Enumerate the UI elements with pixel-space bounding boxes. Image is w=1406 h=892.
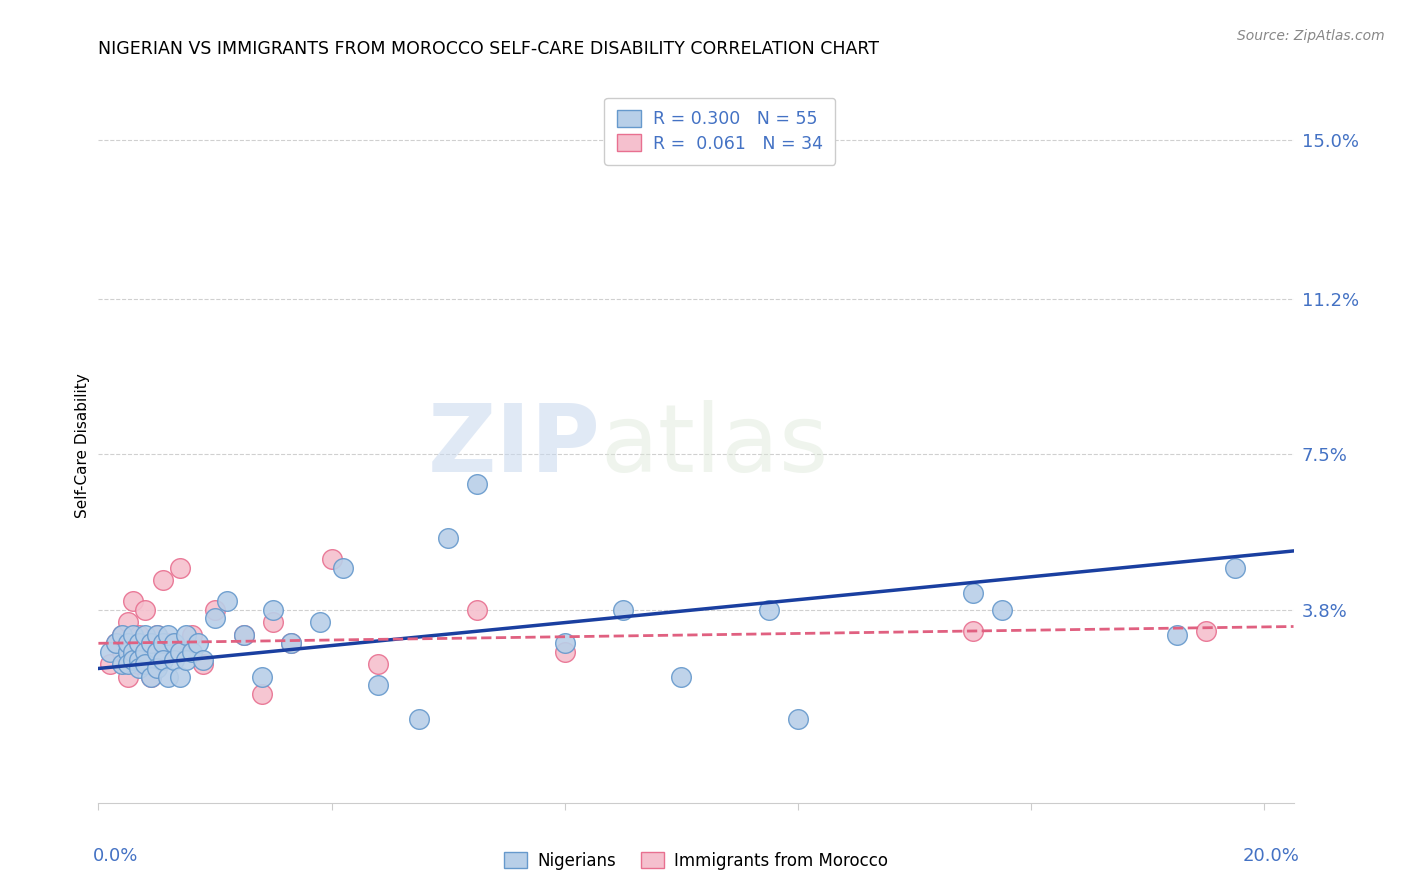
Point bbox=[111, 628, 134, 642]
Text: NIGERIAN VS IMMIGRANTS FROM MOROCCO SELF-CARE DISABILITY CORRELATION CHART: NIGERIAN VS IMMIGRANTS FROM MOROCCO SELF… bbox=[98, 40, 879, 58]
Point bbox=[233, 628, 256, 642]
Point bbox=[367, 657, 389, 672]
Point bbox=[321, 552, 343, 566]
Point bbox=[145, 628, 167, 642]
Point bbox=[163, 653, 186, 667]
Text: 0.0%: 0.0% bbox=[93, 847, 138, 865]
Point bbox=[408, 712, 430, 726]
Point bbox=[280, 636, 302, 650]
Point bbox=[163, 636, 186, 650]
Point bbox=[332, 560, 354, 574]
Point bbox=[152, 574, 174, 588]
Point bbox=[962, 624, 984, 638]
Point bbox=[128, 657, 150, 672]
Point bbox=[671, 670, 693, 684]
Point bbox=[250, 687, 273, 701]
Legend: Nigerians, Immigrants from Morocco: Nigerians, Immigrants from Morocco bbox=[498, 846, 894, 877]
Point bbox=[467, 476, 489, 491]
Text: 20.0%: 20.0% bbox=[1243, 847, 1299, 865]
Point bbox=[169, 670, 191, 684]
Point bbox=[367, 678, 389, 692]
Point bbox=[117, 636, 139, 650]
Point bbox=[1195, 624, 1218, 638]
Point bbox=[157, 628, 180, 642]
Point bbox=[554, 645, 576, 659]
Point bbox=[962, 586, 984, 600]
Point bbox=[145, 661, 167, 675]
Point bbox=[122, 636, 145, 650]
Point bbox=[145, 645, 167, 659]
Point bbox=[128, 645, 150, 659]
Point bbox=[152, 653, 174, 667]
Point bbox=[128, 653, 150, 667]
Point bbox=[157, 636, 180, 650]
Point bbox=[134, 628, 156, 642]
Point bbox=[111, 628, 134, 642]
Point bbox=[186, 636, 208, 650]
Point bbox=[139, 636, 162, 650]
Point bbox=[134, 653, 156, 667]
Point bbox=[280, 636, 302, 650]
Point bbox=[169, 560, 191, 574]
Point bbox=[128, 661, 150, 675]
Point bbox=[139, 670, 162, 684]
Point bbox=[117, 657, 139, 672]
Point bbox=[787, 712, 810, 726]
Point bbox=[1166, 628, 1188, 642]
Point bbox=[157, 670, 180, 684]
Point bbox=[152, 636, 174, 650]
Point bbox=[111, 657, 134, 672]
Point bbox=[122, 653, 145, 667]
Point bbox=[309, 615, 332, 630]
Point bbox=[193, 657, 215, 672]
Point bbox=[98, 657, 121, 672]
Point bbox=[174, 653, 197, 667]
Point bbox=[117, 670, 139, 684]
Point bbox=[117, 645, 139, 659]
Point bbox=[139, 636, 162, 650]
Text: ZIP: ZIP bbox=[427, 400, 600, 492]
Point bbox=[612, 603, 634, 617]
Point bbox=[554, 636, 576, 650]
Point bbox=[117, 615, 139, 630]
Point bbox=[163, 645, 186, 659]
Point bbox=[111, 645, 134, 659]
Point bbox=[122, 628, 145, 642]
Point bbox=[991, 603, 1014, 617]
Point bbox=[128, 636, 150, 650]
Point bbox=[467, 603, 489, 617]
Text: Source: ZipAtlas.com: Source: ZipAtlas.com bbox=[1237, 29, 1385, 43]
Point bbox=[145, 628, 167, 642]
Point bbox=[262, 615, 284, 630]
Point bbox=[180, 628, 202, 642]
Point bbox=[262, 603, 284, 617]
Point bbox=[174, 628, 197, 642]
Point bbox=[1225, 560, 1247, 574]
Point bbox=[233, 628, 256, 642]
Text: atlas: atlas bbox=[600, 400, 828, 492]
Point bbox=[193, 653, 215, 667]
Point bbox=[98, 645, 121, 659]
Point bbox=[134, 657, 156, 672]
Point bbox=[104, 636, 127, 650]
Point bbox=[128, 628, 150, 642]
Point bbox=[169, 645, 191, 659]
Point bbox=[204, 603, 226, 617]
Point bbox=[139, 670, 162, 684]
Y-axis label: Self-Care Disability: Self-Care Disability bbox=[75, 374, 90, 518]
Point bbox=[180, 645, 202, 659]
Point bbox=[250, 670, 273, 684]
Point bbox=[122, 645, 145, 659]
Point bbox=[134, 645, 156, 659]
Point bbox=[145, 645, 167, 659]
Point bbox=[204, 611, 226, 625]
Point bbox=[104, 636, 127, 650]
Point bbox=[134, 603, 156, 617]
Point bbox=[437, 532, 460, 546]
Point bbox=[215, 594, 238, 608]
Point bbox=[122, 594, 145, 608]
Point bbox=[758, 603, 780, 617]
